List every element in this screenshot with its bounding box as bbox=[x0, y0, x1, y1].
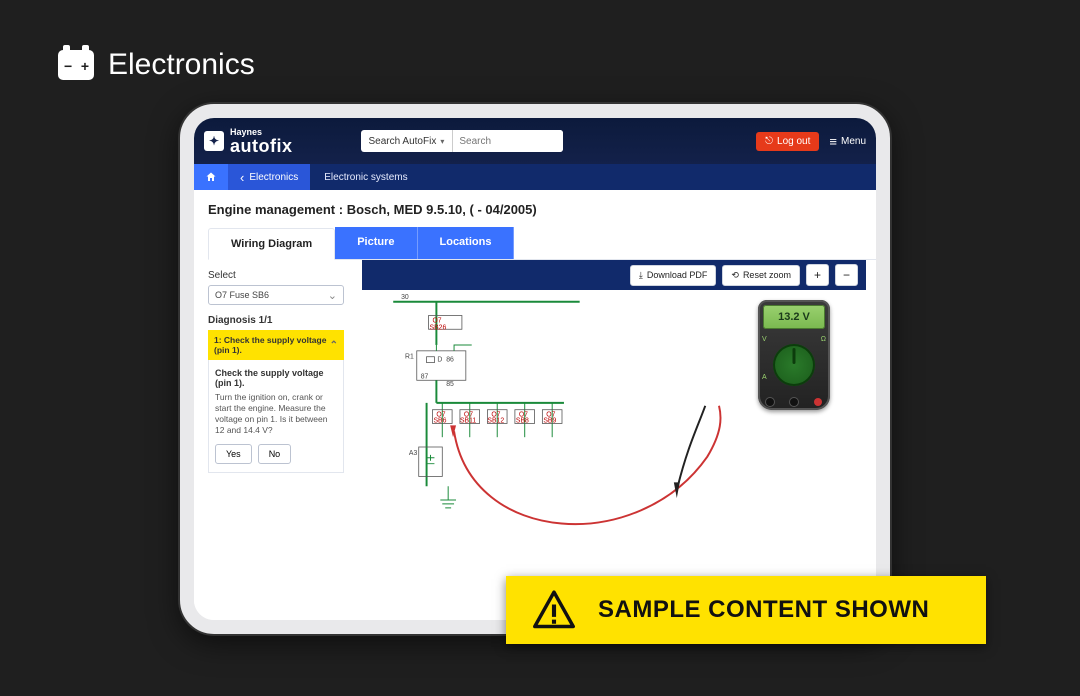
breadcrumb-current: Electronic systems bbox=[310, 172, 421, 183]
search-box: Search AutoFix bbox=[361, 130, 564, 152]
svg-text:D: D bbox=[437, 357, 442, 364]
answer-yes-button[interactable]: Yes bbox=[215, 444, 252, 464]
sample-content-banner: SAMPLE CONTENT SHOWN bbox=[506, 576, 986, 644]
zoom-in-button[interactable]: + bbox=[806, 264, 829, 286]
svg-text:SB26: SB26 bbox=[430, 324, 447, 331]
wiring-diagram[interactable]: 30 O7 SB26 R1 D 86 bbox=[362, 290, 866, 604]
banner-text: SAMPLE CONTENT SHOWN bbox=[598, 596, 929, 624]
reset-icon: ⟲ bbox=[731, 270, 739, 281]
probe-port-red bbox=[814, 398, 822, 406]
multimeter-reading: 13.2 V bbox=[763, 305, 825, 329]
page-title: Electronics bbox=[108, 48, 255, 82]
diagram-pane: ⤓ Download PDF ⟲ Reset zoom + − bbox=[354, 260, 876, 604]
reset-zoom-button[interactable]: ⟲ Reset zoom bbox=[722, 265, 800, 286]
battery-icon: −+ bbox=[58, 50, 94, 80]
brand-line2: autofix bbox=[230, 137, 293, 155]
zoom-out-button[interactable]: − bbox=[835, 264, 858, 286]
search-scope-label: Search AutoFix bbox=[369, 136, 437, 147]
app-bar: ✦ Haynes autofix Search AutoFix Log out … bbox=[194, 118, 876, 164]
svg-text:SB6: SB6 bbox=[433, 417, 446, 424]
search-scope-select[interactable]: Search AutoFix bbox=[361, 130, 454, 152]
logo-icon: ✦ bbox=[204, 131, 224, 151]
svg-text:A3: A3 bbox=[409, 450, 418, 457]
component-select[interactable]: O7 Fuse SB6 bbox=[208, 285, 344, 305]
menu-label: Menu bbox=[841, 136, 866, 147]
diagnosis-accordion: 1: Check the supply voltage (pin 1). Che… bbox=[208, 330, 344, 473]
breadcrumb-back-label: Electronics bbox=[249, 172, 298, 183]
svg-text:86: 86 bbox=[446, 357, 454, 364]
question-text: Turn the ignition on, crank or start the… bbox=[215, 392, 337, 436]
probe-port-com bbox=[790, 398, 798, 406]
content-area: Engine management : Bosch, MED 9.5.10, (… bbox=[194, 190, 876, 620]
download-label: Download PDF bbox=[647, 270, 708, 280]
warning-icon bbox=[532, 588, 576, 632]
probe-port-black bbox=[766, 398, 774, 406]
diagnosis-counter: Diagnosis 1/1 bbox=[208, 315, 344, 326]
breadcrumb-back[interactable]: Electronics bbox=[228, 164, 310, 190]
page-heading: −+ Electronics bbox=[58, 48, 255, 82]
content-title: Engine management : Bosch, MED 9.5.10, (… bbox=[194, 202, 876, 227]
svg-text:85: 85 bbox=[446, 381, 454, 388]
logout-label: Log out bbox=[777, 136, 810, 147]
tab-strip: Wiring Diagram Picture Locations bbox=[208, 227, 876, 260]
download-pdf-button[interactable]: ⤓ Download PDF bbox=[630, 265, 717, 286]
svg-text:87: 87 bbox=[421, 373, 429, 380]
download-icon: ⤓ bbox=[639, 270, 643, 281]
select-value: O7 Fuse SB6 bbox=[215, 290, 269, 300]
left-pane: Select O7 Fuse SB6 Diagnosis 1/1 1: Chec… bbox=[194, 260, 354, 604]
accordion-header-text: 1: Check the supply voltage (pin 1). bbox=[214, 335, 330, 355]
logout-button[interactable]: Log out bbox=[756, 132, 819, 151]
breadcrumb-home[interactable] bbox=[194, 164, 228, 190]
question-title: Check the supply voltage (pin 1). bbox=[215, 368, 337, 388]
answer-no-button[interactable]: No bbox=[258, 444, 292, 464]
breadcrumb-bar: Electronics Electronic systems bbox=[194, 164, 876, 190]
svg-text:R1: R1 bbox=[405, 354, 414, 361]
tab-picture[interactable]: Picture bbox=[335, 227, 417, 259]
brand-logo[interactable]: ✦ Haynes autofix bbox=[204, 128, 293, 155]
select-label: Select bbox=[208, 270, 344, 281]
tab-locations[interactable]: Locations bbox=[418, 227, 515, 259]
multimeter: 13.2 V V Ω A bbox=[758, 300, 830, 410]
multimeter-dial bbox=[773, 344, 815, 386]
svg-text:SB11: SB11 bbox=[460, 417, 476, 424]
bus-label: 30 bbox=[401, 294, 409, 301]
accordion-header[interactable]: 1: Check the supply voltage (pin 1). bbox=[208, 330, 344, 360]
search-input[interactable] bbox=[453, 130, 563, 152]
app-screen: ✦ Haynes autofix Search AutoFix Log out … bbox=[194, 118, 876, 620]
svg-text:SB8: SB8 bbox=[516, 417, 529, 424]
logo-text: Haynes autofix bbox=[230, 128, 293, 155]
accordion-body: Check the supply voltage (pin 1). Turn t… bbox=[208, 360, 344, 473]
menu-button[interactable]: Menu bbox=[829, 134, 866, 149]
diagram-toolbar: ⤓ Download PDF ⟲ Reset zoom + − bbox=[362, 260, 866, 290]
reset-label: Reset zoom bbox=[743, 270, 791, 280]
svg-text:SB9: SB9 bbox=[543, 417, 556, 424]
home-icon bbox=[205, 171, 217, 183]
content-body: Select O7 Fuse SB6 Diagnosis 1/1 1: Chec… bbox=[194, 260, 876, 604]
tab-wiring-diagram[interactable]: Wiring Diagram bbox=[208, 228, 335, 260]
tablet-frame: ✦ Haynes autofix Search AutoFix Log out … bbox=[180, 104, 890, 634]
svg-text:SB12: SB12 bbox=[487, 417, 504, 424]
